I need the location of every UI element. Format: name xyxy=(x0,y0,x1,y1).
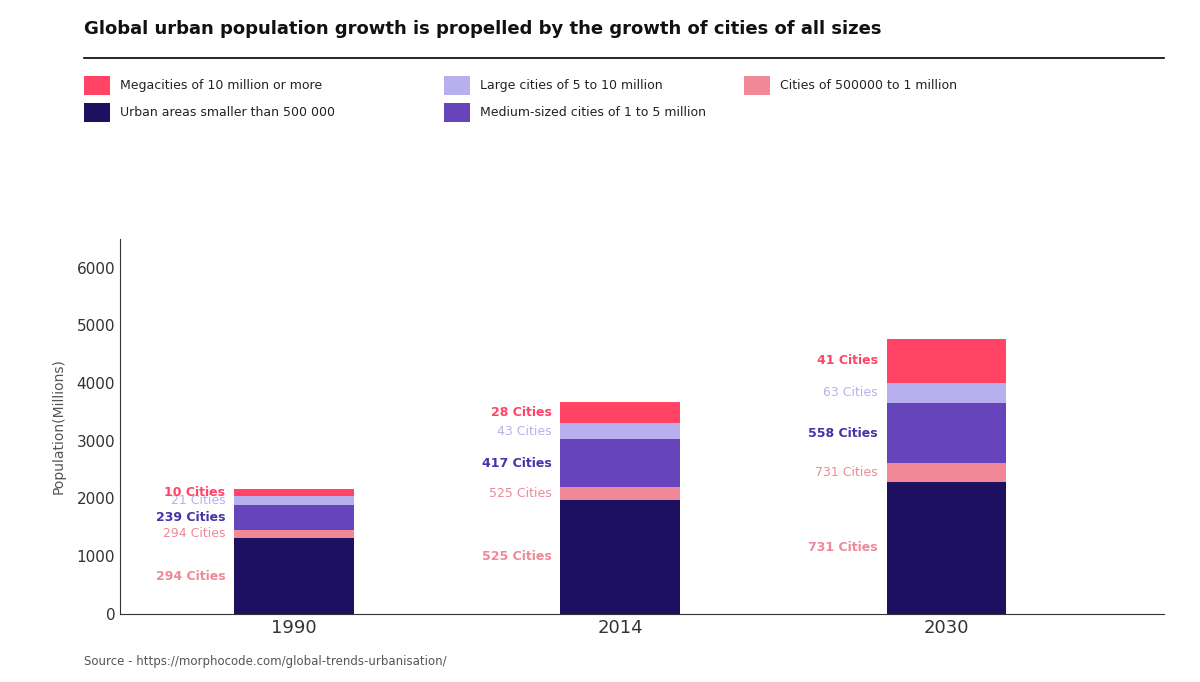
Text: Urban areas smaller than 500 000: Urban areas smaller than 500 000 xyxy=(120,106,335,119)
Text: 294 Cities: 294 Cities xyxy=(163,527,226,540)
Text: 239 Cities: 239 Cities xyxy=(156,511,226,524)
Text: 294 Cities: 294 Cities xyxy=(156,569,226,582)
Text: Medium-sized cities of 1 to 5 million: Medium-sized cities of 1 to 5 million xyxy=(480,106,706,119)
Bar xyxy=(887,339,1007,383)
Bar xyxy=(234,538,354,614)
Text: 525 Cities: 525 Cities xyxy=(482,550,552,563)
Text: 21 Cities: 21 Cities xyxy=(170,494,226,507)
Bar xyxy=(560,402,680,424)
Text: 10 Cities: 10 Cities xyxy=(164,486,226,499)
Y-axis label: Population(Millions): Population(Millions) xyxy=(52,358,66,494)
Text: Source - https://morphocode.com/global-trends-urbanisation/: Source - https://morphocode.com/global-t… xyxy=(84,655,446,668)
Text: Megacities of 10 million or more: Megacities of 10 million or more xyxy=(120,78,322,92)
Text: 731 Cities: 731 Cities xyxy=(815,466,878,479)
Text: 417 Cities: 417 Cities xyxy=(482,457,552,470)
Text: 558 Cities: 558 Cities xyxy=(809,427,878,440)
Text: Large cities of 5 to 10 million: Large cities of 5 to 10 million xyxy=(480,78,662,92)
Text: 525 Cities: 525 Cities xyxy=(488,487,552,500)
Bar xyxy=(234,489,354,496)
Bar xyxy=(887,463,1007,481)
Bar xyxy=(887,383,1007,403)
Text: 43 Cities: 43 Cities xyxy=(497,425,552,438)
Text: 41 Cities: 41 Cities xyxy=(817,354,878,367)
Bar xyxy=(234,496,354,505)
Bar xyxy=(560,439,680,488)
Bar xyxy=(560,488,680,499)
Bar xyxy=(234,505,354,530)
Text: 63 Cities: 63 Cities xyxy=(823,387,878,400)
Bar xyxy=(560,499,680,614)
Bar xyxy=(234,530,354,538)
Bar xyxy=(887,403,1007,463)
Bar xyxy=(887,481,1007,614)
Text: 731 Cities: 731 Cities xyxy=(809,542,878,554)
Text: 28 Cities: 28 Cities xyxy=(491,406,552,419)
Bar xyxy=(560,424,680,439)
Text: Cities of 500000 to 1 million: Cities of 500000 to 1 million xyxy=(780,78,958,92)
Text: Global urban population growth is propelled by the growth of cities of all sizes: Global urban population growth is propel… xyxy=(84,20,882,38)
